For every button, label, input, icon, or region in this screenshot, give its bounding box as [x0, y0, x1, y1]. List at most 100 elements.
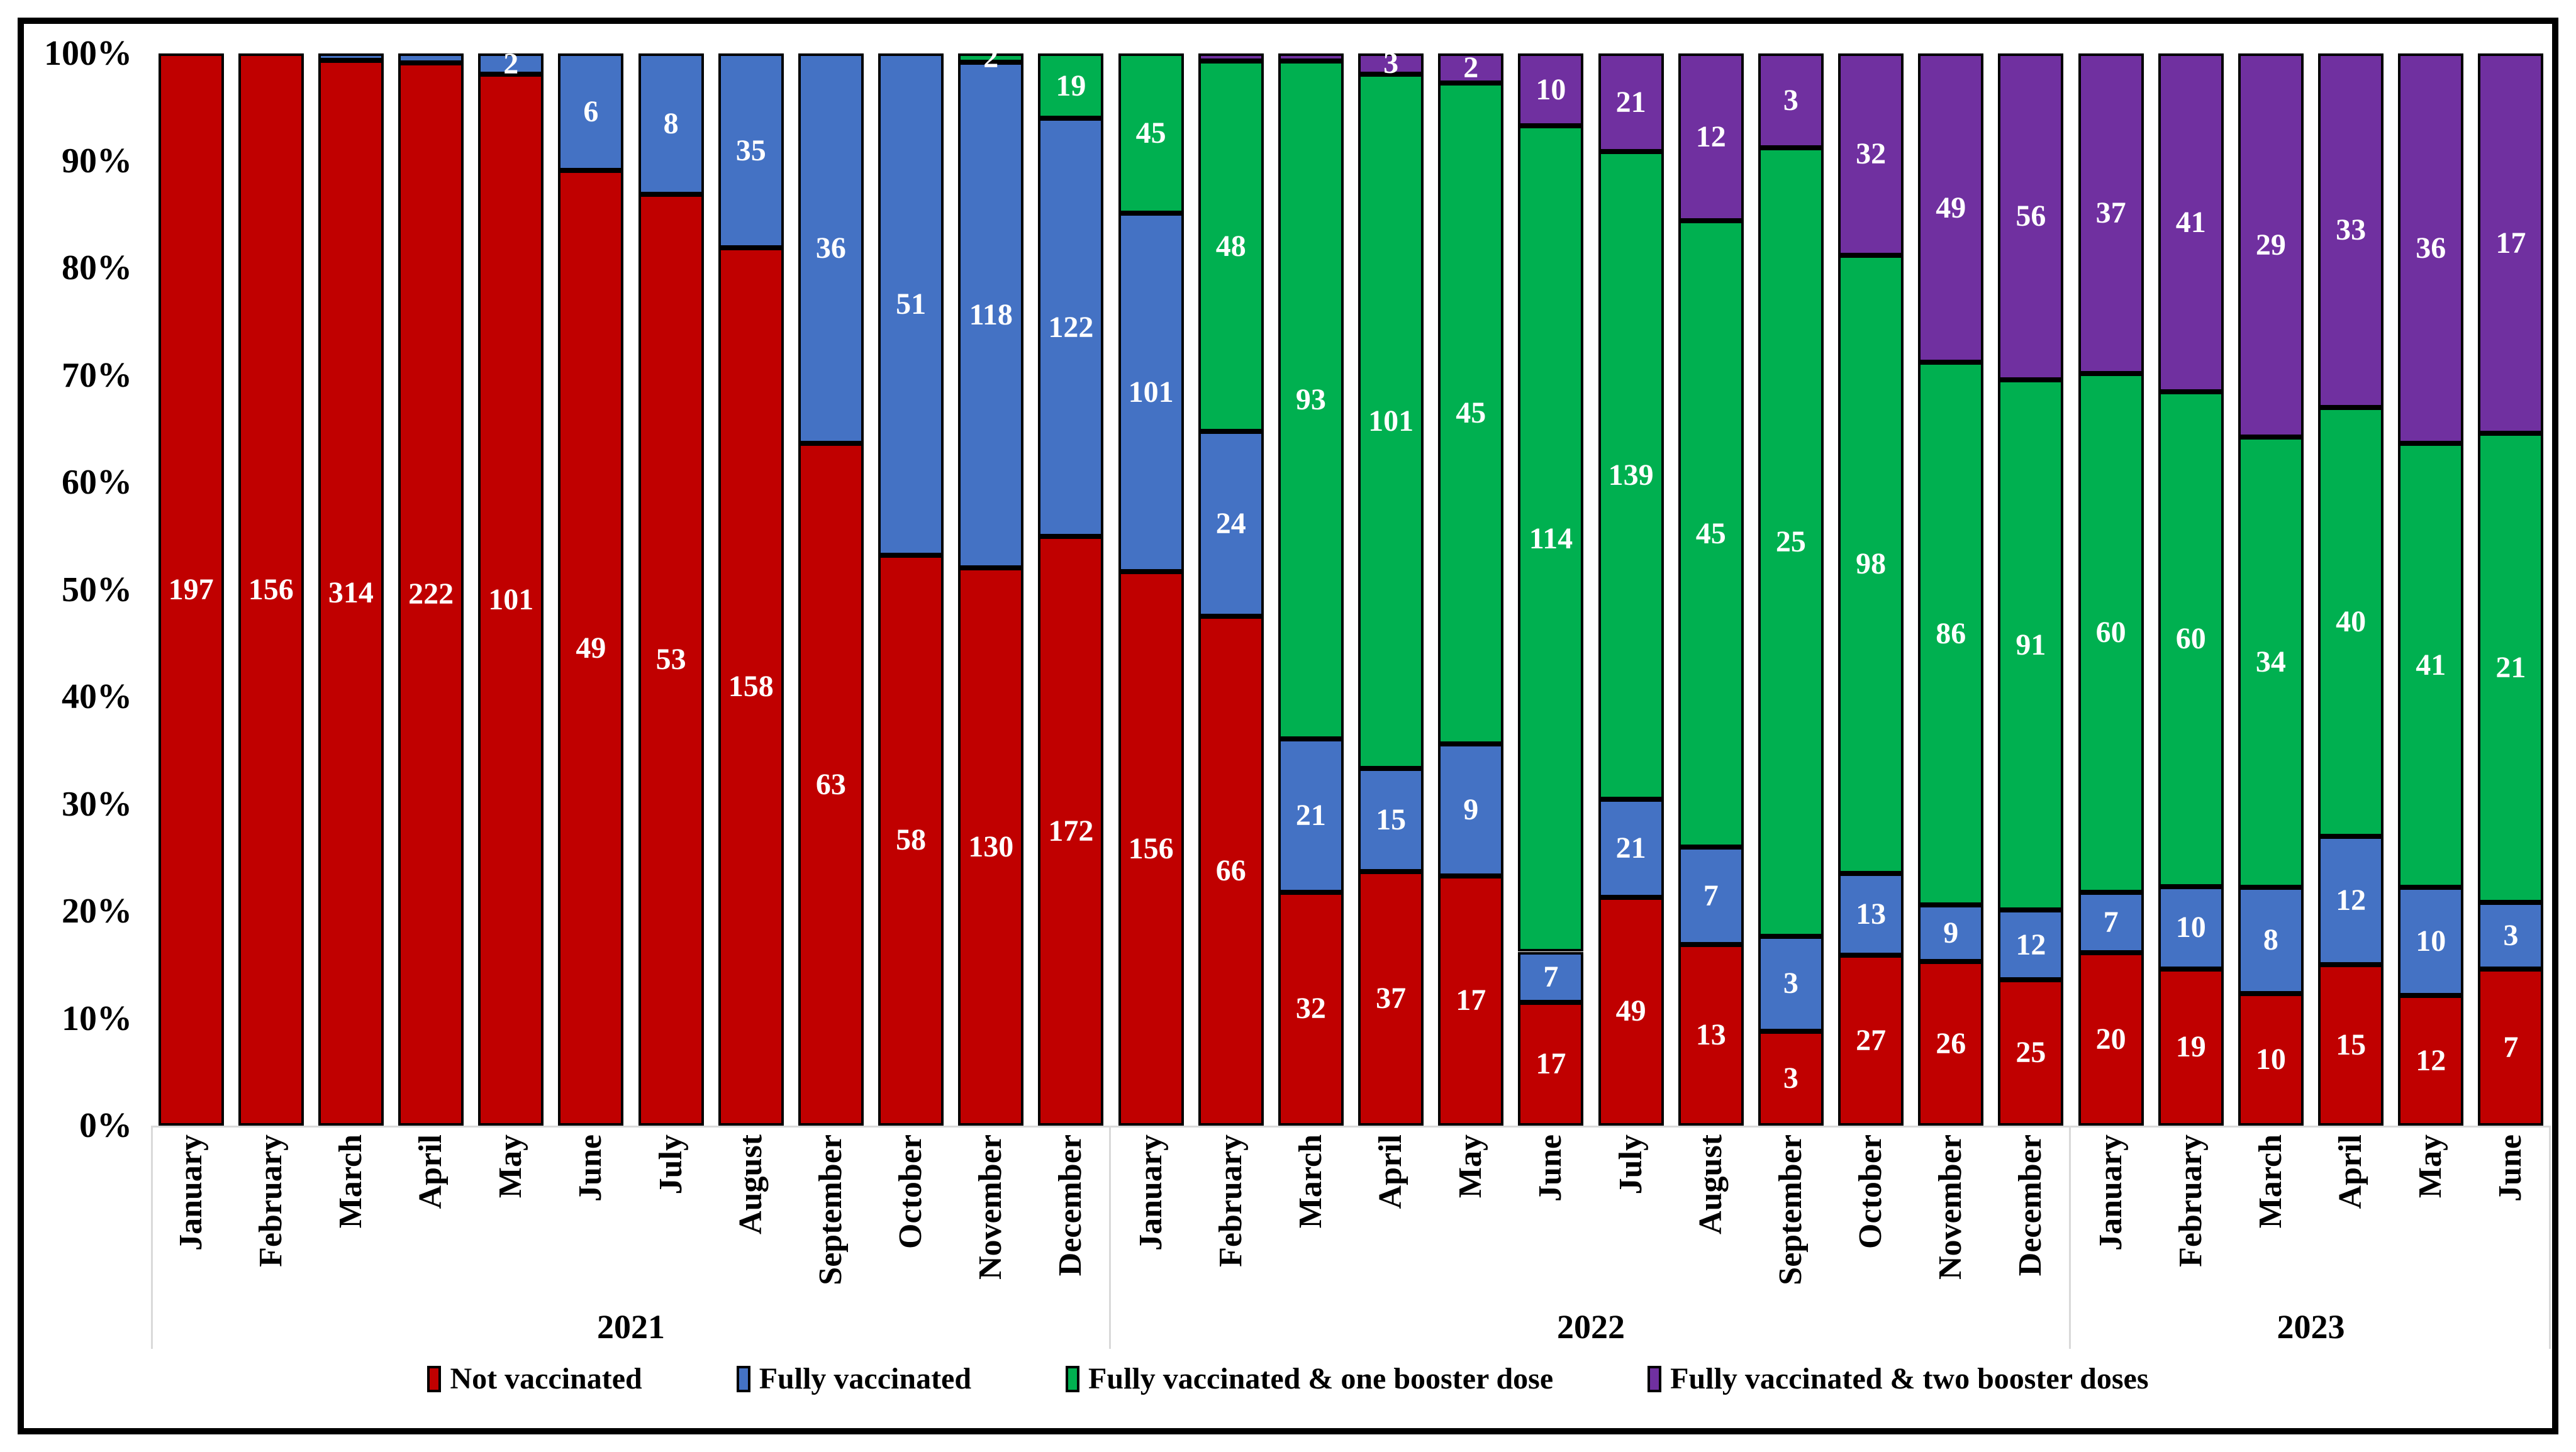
- bar-segment-2021-august-fully_vaccinated: [718, 53, 784, 248]
- bar-segment-2021-february-not_vaccinated: [238, 53, 304, 1126]
- bar-segment-2022-july-two_boosters: [1598, 53, 1664, 152]
- bar-segment-2023-june-not_vaccinated: [2478, 969, 2544, 1126]
- x-axis-year-label-2021: 2021: [597, 1308, 665, 1346]
- bar-segment-2022-march-fully_vaccinated: [1278, 739, 1344, 892]
- y-axis-tick-label: 20%: [62, 892, 132, 931]
- bar-segment-2023-april-fully_vaccinated: [2318, 836, 2384, 965]
- bar-segment-2023-april-two_boosters: [2318, 53, 2384, 407]
- bar-segment-2022-june-two_boosters: [1518, 53, 1584, 126]
- year-separator: [2069, 1126, 2071, 1349]
- bar-segment-2022-august-not_vaccinated: [1678, 945, 1744, 1126]
- bar-segment-2023-january-not_vaccinated: [2078, 953, 2144, 1126]
- y-axis-tick-label: 50%: [62, 570, 132, 609]
- y-axis-tick-label: 60%: [62, 463, 132, 502]
- bar-segment-2022-december-not_vaccinated: [1998, 980, 2064, 1126]
- legend-item-two_boosters: Fully vaccinated & two booster doses: [1648, 1361, 2149, 1396]
- bar-segment-2023-january-one_booster: [2078, 373, 2144, 892]
- bar-segment-2022-january-fully_vaccinated: [1118, 213, 1184, 572]
- bar-segment-2022-february-not_vaccinated: [1198, 616, 1264, 1126]
- bar-segment-2021-december-one_booster: [1038, 53, 1104, 119]
- bar-segment-2022-july-not_vaccinated: [1598, 897, 1664, 1126]
- x-axis-month-label-2022-may: May: [1452, 1134, 1489, 1199]
- y-axis-tick-label: 70%: [62, 355, 132, 395]
- bar-segment-2022-september-fully_vaccinated: [1758, 936, 1824, 1031]
- bar-segment-2023-february-two_boosters: [2158, 53, 2224, 392]
- x-axis-month-label-2021-october: October: [893, 1134, 929, 1249]
- bar-segment-2023-february-fully_vaccinated: [2158, 886, 2224, 969]
- bar-segment-2023-january-fully_vaccinated: [2078, 892, 2144, 953]
- bar-segment-2021-may-fully_vaccinated: [478, 53, 544, 75]
- bar-segment-2023-june-one_booster: [2478, 433, 2544, 902]
- bar-segment-2023-march-two_boosters: [2238, 53, 2304, 438]
- bar-segment-2023-march-fully_vaccinated: [2238, 887, 2304, 994]
- bar-segment-2021-june-not_vaccinated: [558, 170, 624, 1126]
- bar-segment-2023-march-not_vaccinated: [2238, 993, 2304, 1126]
- x-axis-line: [151, 1126, 2551, 1128]
- year-separator: [151, 1126, 153, 1349]
- x-axis-month-label-2023-february: February: [2172, 1134, 2209, 1267]
- x-axis-month-label-2022-october: October: [1853, 1134, 1889, 1249]
- bar-segment-2022-july-one_booster: [1598, 151, 1664, 800]
- x-axis-month-label-2021-january: January: [172, 1134, 209, 1251]
- bar-segment-2022-february-fully_vaccinated: [1198, 431, 1264, 617]
- bar-segment-2021-november-fully_vaccinated: [958, 62, 1024, 568]
- x-axis-month-label-2021-november: November: [973, 1134, 1009, 1280]
- bar-segment-2022-august-one_booster: [1678, 220, 1744, 848]
- x-axis-month-label-2022-february: February: [1212, 1134, 1249, 1267]
- bar-segment-2021-may-not_vaccinated: [478, 74, 544, 1126]
- bar-segment-2022-may-two_boosters: [1438, 53, 1504, 83]
- bar-segment-2022-june-one_booster: [1518, 126, 1584, 952]
- y-axis-tick-label: 100%: [44, 34, 132, 73]
- x-axis-month-label-2022-november: November: [1932, 1134, 1969, 1280]
- x-axis-month-label-2021-july: July: [652, 1134, 689, 1195]
- bar-segment-2023-march-one_booster: [2238, 437, 2304, 888]
- x-axis-month-label-2021-december: December: [1052, 1134, 1089, 1277]
- x-axis-month-label-2021-march: March: [332, 1134, 369, 1229]
- bar-segment-2022-january-not_vaccinated: [1118, 572, 1184, 1126]
- x-axis-month-label-2021-august: August: [732, 1134, 769, 1234]
- bar-segment-2022-june-fully_vaccinated: [1518, 951, 1584, 1003]
- bar-segment-2021-december-fully_vaccinated: [1038, 118, 1104, 537]
- bar-segment-2023-june-fully_vaccinated: [2478, 902, 2544, 970]
- bar-segment-2022-april-not_vaccinated: [1358, 871, 1424, 1126]
- y-axis-tick-label: 30%: [62, 784, 132, 824]
- bar-segment-2022-october-not_vaccinated: [1838, 955, 1904, 1126]
- bar-segment-2022-september-two_boosters: [1758, 53, 1824, 148]
- bar-segment-2021-november-not_vaccinated: [958, 568, 1024, 1126]
- bar-segment-2023-may-two_boosters: [2398, 53, 2464, 443]
- bar-segment-2022-may-not_vaccinated: [1438, 875, 1504, 1126]
- bar-segment-2022-september-not_vaccinated: [1758, 1031, 1824, 1126]
- bar-segment-2023-january-two_boosters: [2078, 53, 2144, 374]
- bar-segment-2021-october-not_vaccinated: [878, 555, 944, 1126]
- y-axis-tick-label: 90%: [62, 141, 132, 180]
- bar-segment-2022-may-one_booster: [1438, 82, 1504, 744]
- bar-segment-2022-february-two_boosters: [1198, 53, 1264, 62]
- bar-segment-2021-april-not_vaccinated: [398, 63, 464, 1126]
- bar-segment-2021-july-not_vaccinated: [638, 194, 704, 1126]
- bar-segment-2022-april-two_boosters: [1358, 53, 1424, 74]
- legend-label-two_boosters: Fully vaccinated & two booster doses: [1670, 1362, 2149, 1395]
- legend-swatch-one_booster: [1066, 1365, 1080, 1392]
- legend-label-not_vaccinated: Not vaccinated: [450, 1362, 642, 1395]
- bar-segment-2021-march-fully_vaccinated: [318, 53, 384, 60]
- bar-segment-2021-december-not_vaccinated: [1038, 536, 1104, 1126]
- bar-segment-2022-january-one_booster: [1118, 53, 1184, 214]
- bar-segment-2023-may-one_booster: [2398, 443, 2464, 888]
- x-axis-month-label-2022-december: December: [2012, 1134, 2049, 1277]
- x-axis-month-label-2022-august: August: [1692, 1134, 1729, 1234]
- bar-segment-2021-june-fully_vaccinated: [558, 53, 624, 170]
- bar-segment-2022-august-fully_vaccinated: [1678, 847, 1744, 945]
- bar-segment-2022-july-fully_vaccinated: [1598, 799, 1664, 897]
- bar-segment-2021-september-fully_vaccinated: [798, 53, 864, 443]
- x-axis-month-label-2021-june: June: [572, 1134, 609, 1202]
- y-axis-tick-label: 10%: [62, 999, 132, 1038]
- legend-item-not_vaccinated: Not vaccinated: [427, 1361, 642, 1396]
- bar-segment-2023-june-two_boosters: [2478, 53, 2544, 433]
- legend-swatch-not_vaccinated: [427, 1365, 442, 1392]
- x-axis-month-label-2022-april: April: [1373, 1134, 1409, 1209]
- bar-segment-2022-april-one_booster: [1358, 74, 1424, 768]
- x-axis-month-label-2022-january: January: [1132, 1134, 1169, 1251]
- bar-segment-2022-august-two_boosters: [1678, 53, 1744, 221]
- bar-segment-2022-october-one_booster: [1838, 255, 1904, 873]
